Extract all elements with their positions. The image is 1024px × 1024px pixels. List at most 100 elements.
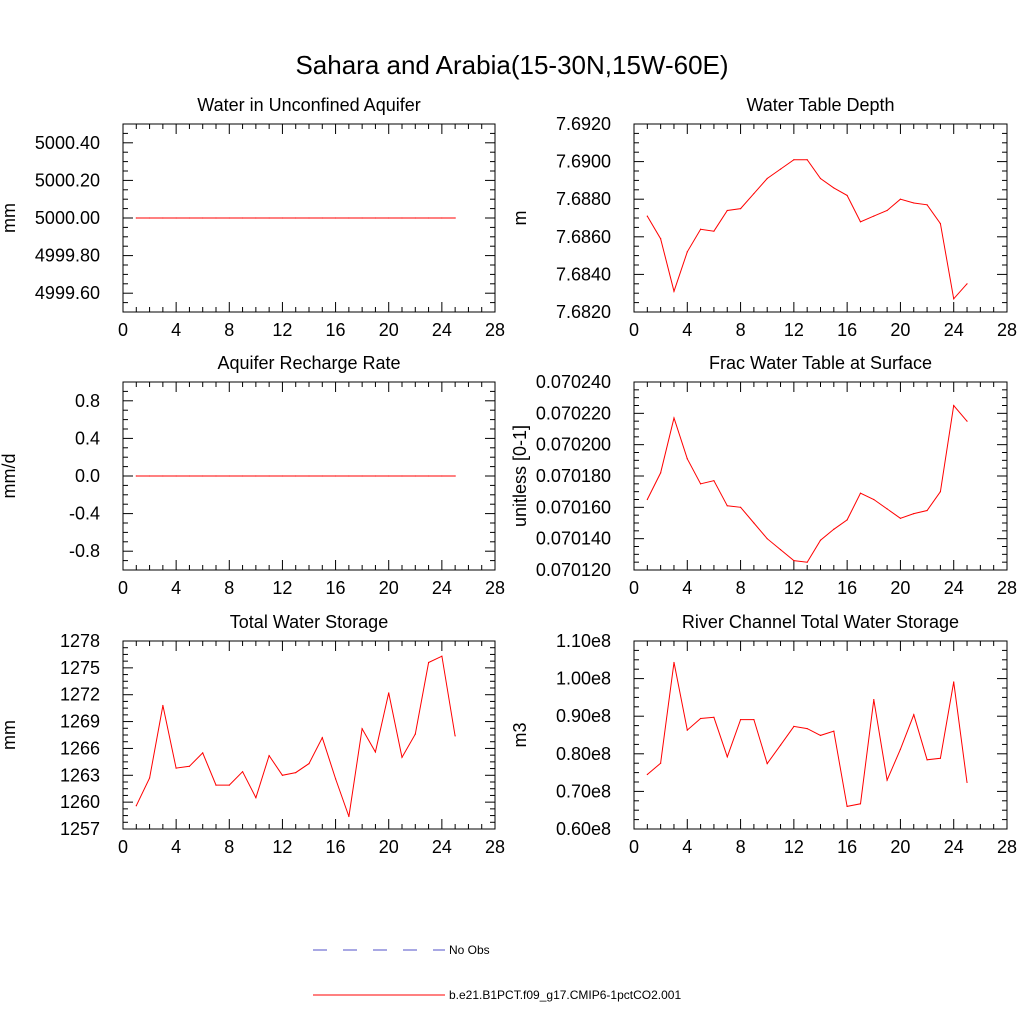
x-tick-label: 12: [784, 320, 804, 340]
data-point: [414, 475, 416, 477]
data-point: [673, 661, 675, 664]
legend-label-model: b.e21.B1PCT.f09_g17.CMIP6-1pctCO2.001: [449, 988, 681, 1002]
data-point: [308, 217, 310, 219]
data-point: [899, 748, 902, 750]
y-tick-label: 1.10e8: [556, 631, 611, 651]
data-point: [913, 714, 915, 716]
x-tick-label: 12: [272, 320, 292, 340]
data-point: [660, 472, 662, 474]
y-axis-label: unitless [0-1]: [510, 425, 530, 527]
x-tick-label: 24: [944, 578, 964, 598]
chart-panel: Total Water Storage mm 0 4 8 12 16 20 24 28 1257 12…: [0, 612, 505, 857]
x-tick-label: 20: [379, 320, 399, 340]
data-point: [241, 771, 244, 773]
data-point: [646, 773, 648, 776]
data-point: [966, 283, 968, 285]
x-tick-label: 8: [224, 578, 234, 598]
y-tick-label: -0.8: [69, 541, 100, 561]
data-point: [388, 217, 390, 219]
y-tick-label: 7.6920: [556, 114, 611, 134]
data-point: [753, 192, 755, 195]
y-tick-label: -0.4: [69, 504, 100, 524]
data-point: [833, 730, 835, 732]
data-point: [793, 725, 795, 727]
y-tick-label: 0.90e8: [556, 706, 611, 726]
x-tick-label: 16: [326, 320, 346, 340]
x-tick-label: 24: [432, 578, 452, 598]
data-point: [162, 475, 164, 477]
data-point: [334, 475, 337, 477]
y-tick-label: 7.6840: [556, 264, 611, 284]
data-point: [686, 251, 688, 253]
data-point: [833, 187, 835, 189]
data-point: [859, 221, 862, 223]
data-point: [321, 737, 323, 739]
x-tick-label: 28: [997, 837, 1017, 857]
data-point: [713, 716, 715, 718]
data-point: [766, 538, 768, 540]
data-point: [739, 208, 742, 210]
data-point: [308, 763, 310, 765]
x-tick-label: 4: [171, 578, 181, 598]
legend: No Obs b.e21.B1PCT.f09_g17.CMIP6-1pctCO2…: [313, 943, 681, 1002]
data-point: [886, 779, 888, 781]
data-point: [966, 420, 968, 422]
data-point: [899, 198, 902, 200]
x-tick-label: 8: [736, 578, 746, 598]
data-point: [726, 505, 728, 507]
y-tick-label: 1278: [60, 631, 100, 651]
y-tick-label: 0.070200: [536, 435, 611, 455]
y-tick-label: 1269: [60, 712, 100, 732]
data-point: [819, 734, 822, 736]
panel-title: Total Water Storage: [230, 612, 388, 632]
data-point: [700, 483, 702, 485]
data-point: [441, 655, 443, 657]
legend-label-no-obs: No Obs: [449, 943, 490, 957]
series-line: [646, 404, 968, 563]
y-tick-label: 0.0: [75, 466, 100, 486]
data-point: [334, 217, 337, 219]
x-tick-label: 24: [944, 837, 964, 857]
data-point: [873, 215, 875, 217]
y-tick-label: 1257: [60, 819, 100, 839]
x-tick-label: 24: [432, 837, 452, 857]
data-point: [228, 217, 230, 219]
y-tick-label: 0.070120: [536, 560, 611, 580]
data-point: [414, 217, 416, 219]
data-point: [148, 777, 151, 779]
data-point: [188, 475, 191, 477]
data-point: [793, 159, 795, 161]
data-point: [913, 513, 915, 515]
data-point: [673, 417, 675, 419]
x-tick-label: 16: [326, 578, 346, 598]
data-point: [255, 797, 257, 799]
data-point: [873, 498, 875, 501]
y-tick-label: 4999.80: [35, 246, 100, 266]
data-point: [175, 767, 177, 769]
data-point: [726, 756, 728, 758]
x-tick-label: 20: [890, 578, 910, 598]
x-tick-label: 12: [272, 578, 292, 598]
y-tick-label: 0.8: [75, 391, 100, 411]
data-point: [202, 752, 204, 754]
data-point: [162, 217, 164, 219]
y-tick-label: 1272: [60, 685, 100, 705]
data-point: [939, 223, 941, 225]
data-point: [859, 803, 862, 805]
y-axis-label: mm/d: [0, 454, 19, 499]
x-tick-label: 0: [118, 320, 128, 340]
data-point: [348, 475, 350, 477]
data-point: [713, 230, 715, 232]
data-point: [700, 717, 702, 720]
data-point: [321, 217, 323, 219]
panel-title: Aquifer Recharge Rate: [217, 353, 400, 373]
x-tick-label: 0: [118, 837, 128, 857]
series-line: [646, 159, 968, 300]
data-point: [215, 475, 217, 477]
y-tick-label: 7.6880: [556, 189, 611, 209]
chart-panel: Water in Unconfined Aquifer mm 0 4 8 12 16 20 24…: [0, 95, 505, 340]
data-point: [321, 475, 323, 477]
data-point: [779, 549, 782, 551]
x-tick-label: 12: [272, 837, 292, 857]
data-point: [255, 475, 257, 477]
